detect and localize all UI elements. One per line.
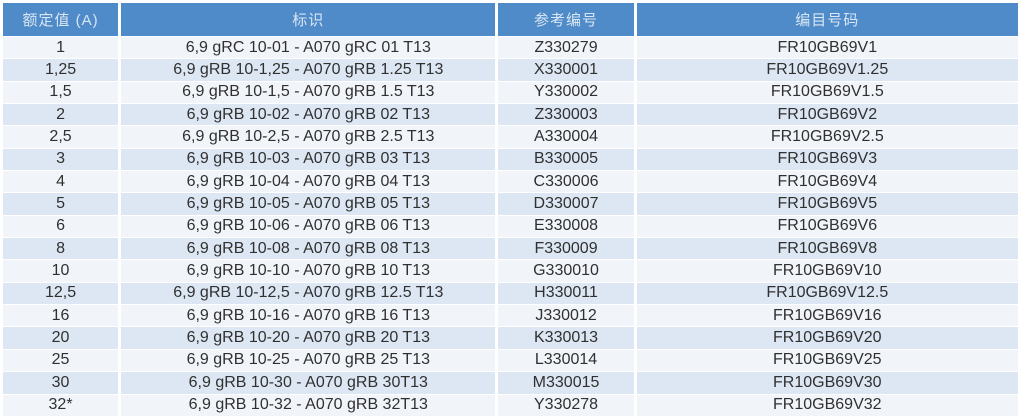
cell-rating: 12,5: [3, 282, 119, 305]
column-header-rating: 额定值 (A): [3, 3, 119, 36]
cell-reference: G330010: [498, 260, 634, 282]
cell-reference: K330013: [498, 327, 634, 349]
column-header-marking: 标识: [121, 3, 496, 36]
cell-catalog: FR10GB69V2.5: [636, 126, 1018, 148]
cell-reference: F330009: [498, 238, 634, 260]
cell-marking: 6,9 gRB 10-10 - A070 gRB 10 T13: [121, 260, 496, 282]
cell-rating: 10: [3, 260, 119, 282]
cell-marking: 6,9 gRC 10-01 - A070 gRC 01 T13: [121, 37, 496, 59]
table-row: 1 6,9 gRC 10-01 - A070 gRC 01 T13 Z330279 F…: [3, 37, 1018, 59]
cell-rating: 1: [3, 37, 119, 59]
cell-marking: 6,9 gRB 10-1,25 - A070 gRB 1.25 T13: [121, 59, 496, 81]
cell-catalog: FR10GB69V30: [636, 372, 1018, 394]
cell-rating: 8: [3, 238, 119, 260]
cell-marking: 6,9 gRB 10-06 - A070 gRB 06 T13: [121, 215, 496, 238]
cell-rating: 1,5: [3, 81, 119, 104]
column-header-reference: 参考编号: [498, 3, 634, 36]
cell-catalog: FR10GB69V25: [636, 349, 1018, 372]
cell-rating: 3: [3, 148, 119, 171]
cell-catalog: FR10GB69V32: [636, 394, 1018, 416]
cell-rating: 30: [3, 372, 119, 394]
cell-marking: 6,9 gRB 10-02 - A070 gRB 02 T13: [121, 104, 496, 126]
cell-marking: 6,9 gRB 10-08 - A070 gRB 08 T13: [121, 238, 496, 260]
table-row: 32* 6,9 gRB 10-32 - A070 gRB 32T13 Y330278…: [3, 394, 1018, 416]
cell-rating: 25: [3, 349, 119, 372]
cell-catalog: FR10GB69V1.5: [636, 81, 1018, 104]
cell-reference: X330001: [498, 59, 634, 81]
cell-reference: B330005: [498, 148, 634, 171]
cell-catalog: FR10GB69V16: [636, 305, 1018, 327]
cell-marking: 6,9 gRB 10-20 - A070 gRB 20 T13: [121, 327, 496, 349]
cell-reference: L330014: [498, 349, 634, 372]
table-row: 5 6,9 gRB 10-05 - A070 gRB 05 T13 D330007 F…: [3, 193, 1018, 215]
cell-catalog: FR10GB69V3: [636, 148, 1018, 171]
cell-catalog: FR10GB69V10: [636, 260, 1018, 282]
cell-catalog: FR10GB69V5: [636, 193, 1018, 215]
cell-reference: A330004: [498, 126, 634, 148]
table-row: 2 6,9 gRB 10-02 - A070 gRB 02 T13 Z330003 F…: [3, 104, 1018, 126]
table-row: 20 6,9 gRB 10-20 - A070 gRB 20 T13 K330013…: [3, 327, 1018, 349]
table-row: 1,25 6,9 gRB 10-1,25 - A070 gRB 1.25 T13 X…: [3, 59, 1018, 81]
table-row: 1,5 6,9 gRB 10-1,5 - A070 gRB 1.5 T13 Y330…: [3, 81, 1018, 104]
cell-reference: D330007: [498, 193, 634, 215]
cell-marking: 6,9 gRB 10-12,5 - A070 gRB 12.5 T13: [121, 282, 496, 305]
cell-reference: H330011: [498, 282, 634, 305]
cell-rating: 32*: [3, 394, 119, 416]
table-row: 16 6,9 gRB 10-16 - A070 gRB 16 T13 J330012…: [3, 305, 1018, 327]
table-body: 1 6,9 gRC 10-01 - A070 gRC 01 T13 Z330279 F…: [3, 37, 1018, 416]
table-header: 额定值 (A) 标识 参考编号 编目号码: [3, 3, 1018, 36]
column-header-catalog: 编目号码: [636, 3, 1018, 36]
cell-reference: Z330003: [498, 104, 634, 126]
table-row: 12,5 6,9 gRB 10-12,5 - A070 gRB 12.5 T13 H…: [3, 282, 1018, 305]
cell-rating: 16: [3, 305, 119, 327]
cell-marking: 6,9 gRB 10-16 - A070 gRB 16 T13: [121, 305, 496, 327]
cell-marking: 6,9 gRB 10-05 - A070 gRB 05 T13: [121, 193, 496, 215]
cell-catalog: FR10GB69V4: [636, 171, 1018, 193]
cell-reference: Y330002: [498, 81, 634, 104]
table-row: 2,5 6,9 gRB 10-2,5 - A070 gRB 2.5 T13 A330…: [3, 126, 1018, 148]
table-row: 8 6,9 gRB 10-08 - A070 gRB 08 T13 F330009 F…: [3, 238, 1018, 260]
cell-marking: 6,9 gRB 10-04 - A070 gRB 04 T13: [121, 171, 496, 193]
cell-catalog: FR10GB69V1.25: [636, 59, 1018, 81]
cell-catalog: FR10GB69V8: [636, 238, 1018, 260]
cell-catalog: FR10GB69V2: [636, 104, 1018, 126]
table-row: 6 6,9 gRB 10-06 - A070 gRB 06 T13 E330008 F…: [3, 215, 1018, 238]
cell-marking: 6,9 gRB 10-32 - A070 gRB 32T13: [121, 394, 496, 416]
cell-rating: 5: [3, 193, 119, 215]
cell-reference: C330006: [498, 171, 634, 193]
cell-catalog: FR10GB69V1: [636, 37, 1018, 59]
table-row: 30 6,9 gRB 10-30 - A070 gRB 30T13 M330015 F…: [3, 372, 1018, 394]
cell-rating: 2,5: [3, 126, 119, 148]
cell-marking: 6,9 gRB 10-03 - A070 gRB 03 T13: [121, 148, 496, 171]
table-row: 3 6,9 gRB 10-03 - A070 gRB 03 T13 B330005 F…: [3, 148, 1018, 171]
cell-reference: J330012: [498, 305, 634, 327]
cell-marking: 6,9 gRB 10-30 - A070 gRB 30T13: [121, 372, 496, 394]
cell-rating: 4: [3, 171, 119, 193]
cell-catalog: FR10GB69V20: [636, 327, 1018, 349]
cell-marking: 6,9 gRB 10-1,5 - A070 gRB 1.5 T13: [121, 81, 496, 104]
cell-marking: 6,9 gRB 10-2,5 - A070 gRB 2.5 T13: [121, 126, 496, 148]
cell-rating: 1,25: [3, 59, 119, 81]
cell-reference: M330015: [498, 372, 634, 394]
table-row: 10 6,9 gRB 10-10 - A070 gRB 10 T13 G330010…: [3, 260, 1018, 282]
cell-marking: 6,9 gRB 10-25 - A070 gRB 25 T13: [121, 349, 496, 372]
cell-catalog: FR10GB69V12.5: [636, 282, 1018, 305]
table-row: 25 6,9 gRB 10-25 - A070 gRB 25 T13 L330014…: [3, 349, 1018, 372]
table-header-row: 额定值 (A) 标识 参考编号 编目号码: [3, 3, 1018, 36]
table-row: 4 6,9 gRB 10-04 - A070 gRB 04 T13 C330006 F…: [3, 171, 1018, 193]
cell-reference: Z330279: [498, 37, 634, 59]
cell-reference: Y330278: [498, 394, 634, 416]
cell-rating: 2: [3, 104, 119, 126]
cell-catalog: FR10GB69V6: [636, 215, 1018, 238]
cell-rating: 6: [3, 215, 119, 238]
cell-rating: 20: [3, 327, 119, 349]
cell-reference: E330008: [498, 215, 634, 238]
